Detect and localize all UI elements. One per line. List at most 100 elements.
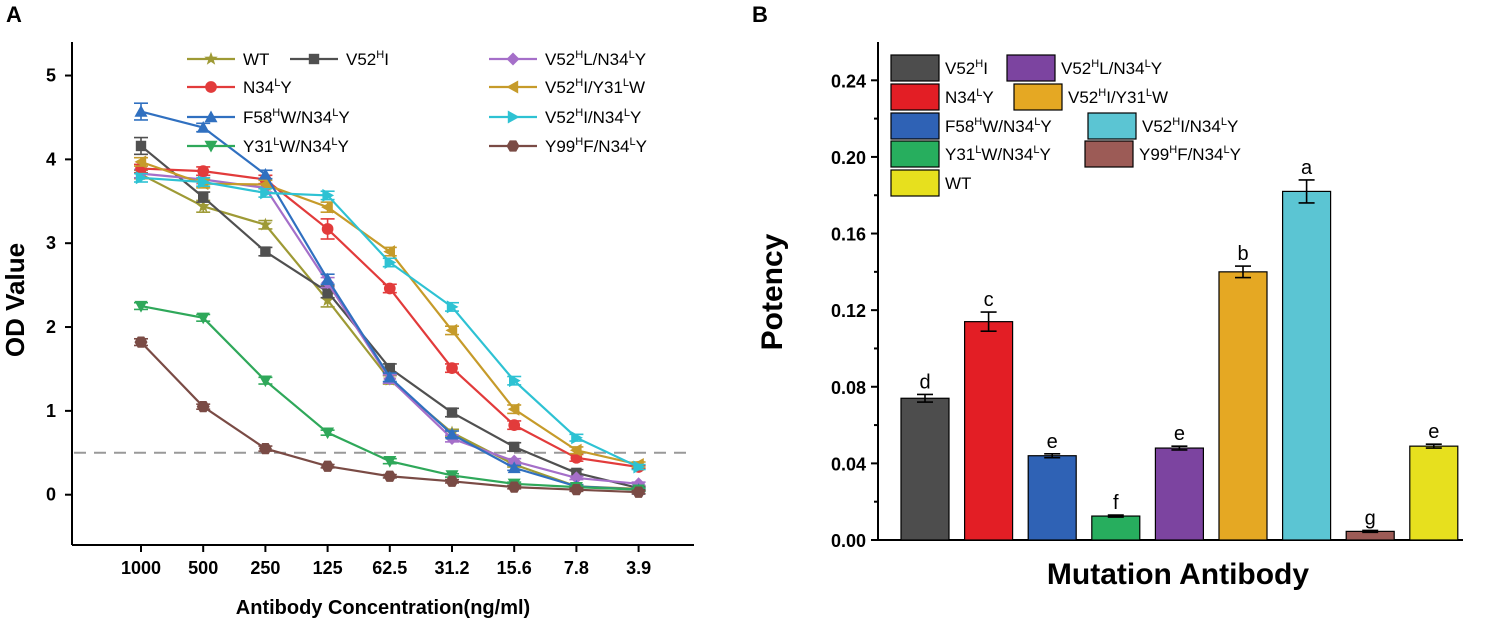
data-point [633, 460, 646, 474]
legend-marker [205, 81, 217, 93]
series-v52hi-n34ly [134, 171, 646, 474]
legend-label: Y31LW/N34LY [243, 136, 349, 156]
significance-letter: b [1237, 243, 1248, 265]
legend-item-v52hl-n34ly: V52HL/N34LY [489, 49, 646, 69]
legend-item-wt: WT [890, 169, 971, 197]
bar-v52hl-n34ly: e [1154, 423, 1205, 541]
panel-b-label: B [752, 2, 768, 27]
data-point [196, 199, 211, 213]
legend: WT N34LY F58HW/N34LY Y31LW/N34LY V52HI V52HL/… [187, 49, 647, 156]
series-f58hw-n34ly [134, 102, 646, 495]
legend-swatch [1006, 54, 1056, 82]
y-tick-label: 0.04 [831, 454, 866, 474]
bar-rect [1027, 455, 1077, 541]
data-point [258, 217, 273, 231]
panel-b: B 0.00 0.04 0.08 0.12 0.16 0.20 0.24 d c e f e b a g e… [752, 2, 1463, 591]
y-tick-label: 0.12 [831, 301, 866, 321]
legend-label: V52HI [945, 58, 988, 78]
data-point [383, 245, 395, 259]
legend-label: Y31LW/N34LY [945, 144, 1051, 164]
data-point [571, 431, 583, 445]
significance-letter: e [1428, 421, 1439, 443]
x-ticks: 1000 500 250 125 62.5 31.2 15.6 7.8 3.9 [121, 545, 651, 578]
bar-v52hi-y31lw: b [1218, 243, 1268, 541]
data-point [258, 167, 272, 180]
data-point [384, 255, 397, 269]
legend-marker [506, 52, 520, 66]
bar-rect [1409, 445, 1459, 541]
x-tick-label: 250 [250, 558, 280, 578]
data-point [383, 470, 397, 482]
legend-marker [204, 110, 218, 123]
data-point [507, 402, 520, 416]
legend-swatch [1013, 83, 1063, 111]
data-point [507, 461, 521, 474]
legend-label: F58HW/N34LY [243, 107, 350, 127]
series-v52hl-n34ly [134, 167, 646, 491]
legend-item-v52hi: V52HI [290, 49, 389, 69]
bar-wt: e [1409, 421, 1459, 541]
legend-label: V52HI/Y31LW [1068, 87, 1168, 107]
data-point [321, 272, 335, 285]
y-tick-label: 0.00 [831, 531, 866, 551]
series-y99hf-n34ly [134, 336, 646, 498]
data-point [321, 460, 335, 472]
legend-label: V52HI [346, 49, 389, 69]
legend-swatch [890, 140, 940, 168]
y-tick-label: 5 [46, 66, 56, 86]
legend-label: N34LY [945, 87, 994, 107]
significance-letter: f [1113, 492, 1119, 514]
data-point [445, 475, 459, 487]
legend: V52HI V52HL/N34LY N34LY V52HI/Y31LW F58HW/N3… [890, 54, 1241, 197]
series-y31lw-n34ly [134, 300, 646, 497]
significance-letter: d [919, 371, 930, 393]
legend-swatch [890, 54, 940, 82]
data-point [383, 455, 397, 468]
bar-y99hf-n34ly: g [1345, 507, 1395, 541]
x-tick-label: 3.9 [626, 558, 651, 578]
data-point [384, 362, 395, 374]
panel-a-label: A [6, 2, 22, 27]
data-point [197, 165, 210, 177]
x-tick-label: 62.5 [372, 558, 407, 578]
y-axis-title: OD Value [0, 243, 30, 357]
bar-v52hi-n34ly: a [1281, 157, 1332, 541]
x-axis-title: Antibody Concentration(ng/ml) [236, 597, 530, 619]
legend-item-v52hi-y31lw: V52HI/Y31LW [489, 77, 645, 97]
data-point [509, 374, 521, 388]
data-point [445, 323, 458, 337]
data-point [198, 175, 210, 189]
legend-swatch [1087, 112, 1137, 140]
series-line [140, 145, 639, 490]
legend-item-f58hw-n34ly: F58HW/N34LY [187, 107, 350, 127]
x-tick-label: 125 [313, 558, 343, 578]
data-point [258, 375, 272, 388]
data-point [134, 105, 148, 117]
legend-swatch [890, 83, 940, 111]
legend-marker [308, 53, 320, 65]
series-line [140, 110, 639, 491]
bar-rect [1091, 515, 1141, 541]
data-point [196, 401, 210, 413]
y-tick-label: 0 [46, 485, 56, 505]
legend-item-y31lw-n34ly: Y31LW/N34LY [187, 136, 349, 156]
legend-swatch [890, 112, 940, 140]
legend-label: V52HI/N34LY [1142, 116, 1238, 136]
data-point [321, 427, 335, 440]
data-point [322, 188, 335, 202]
legend-item-v52hi: V52HI [890, 54, 988, 82]
data-point [260, 246, 271, 257]
data-point [196, 121, 210, 133]
significance-letter: e [1047, 431, 1058, 453]
legend-marker [204, 140, 218, 153]
y-tick-label: 0.16 [831, 225, 866, 245]
data-point [383, 282, 396, 295]
legend-marker [506, 80, 519, 94]
data-point [569, 484, 583, 496]
y-tick-label: 0.20 [831, 148, 866, 168]
significance-letter: c [984, 289, 994, 311]
data-point [320, 293, 335, 306]
bar-rect [963, 321, 1014, 541]
data-point [135, 140, 147, 152]
legend-marker [204, 51, 218, 65]
